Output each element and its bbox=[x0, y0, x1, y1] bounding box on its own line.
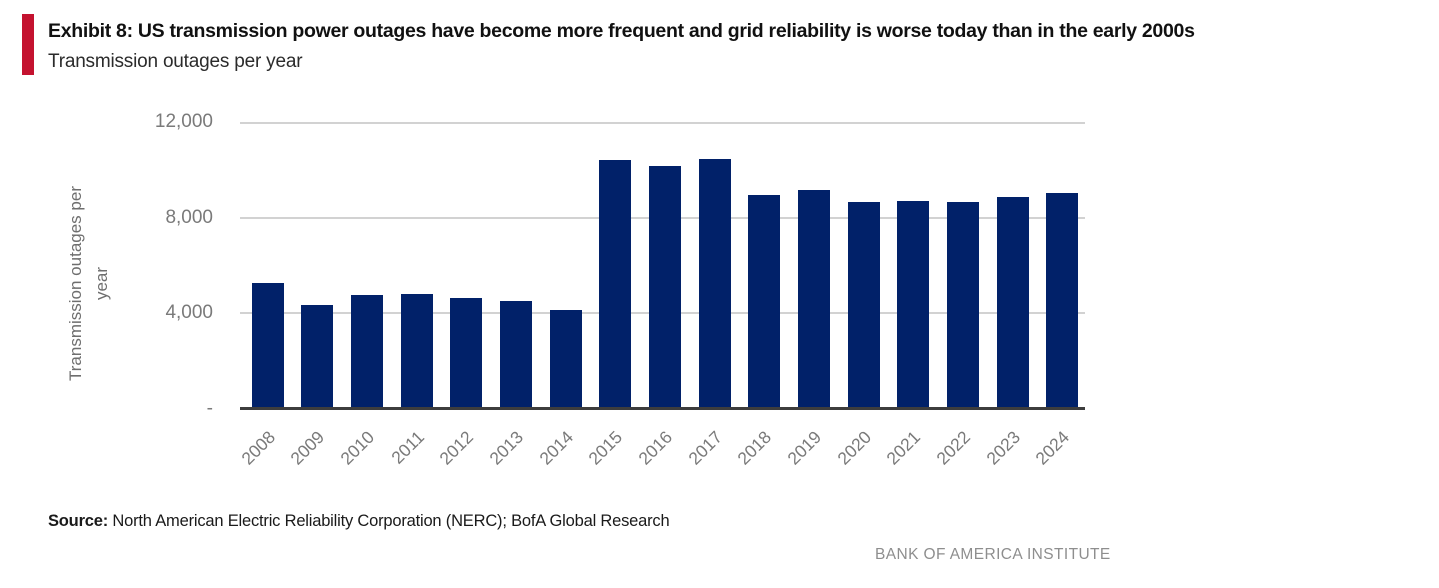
x-tick-label-2015: 2015 bbox=[584, 426, 627, 469]
x-tick-label-2021: 2021 bbox=[882, 426, 925, 469]
bar-2021 bbox=[897, 200, 930, 409]
source-text: North American Electric Reliability Corp… bbox=[108, 512, 670, 530]
x-axis-line bbox=[240, 407, 1085, 410]
x-tick-label-2019: 2019 bbox=[783, 426, 826, 469]
exhibit-accent-bar bbox=[22, 14, 34, 75]
y-tick-label-0: - bbox=[206, 398, 213, 419]
x-tick-label-2017: 2017 bbox=[684, 426, 726, 469]
x-tick-label-2011: 2011 bbox=[386, 426, 428, 468]
x-tick-label-2008: 2008 bbox=[237, 426, 279, 469]
x-tick-label-2020: 2020 bbox=[833, 426, 875, 469]
bar-2020 bbox=[847, 202, 880, 409]
brand-footer: BANK OF AMERICA INSTITUTE bbox=[875, 546, 1111, 563]
bar-2018 bbox=[748, 194, 781, 409]
y-tick-label-4000: 4,000 bbox=[165, 302, 213, 324]
bar-2016 bbox=[648, 166, 681, 409]
gridline-12000 bbox=[240, 122, 1085, 124]
bar-2015 bbox=[599, 160, 632, 409]
x-tick-label-2012: 2012 bbox=[435, 426, 478, 469]
bar-2014 bbox=[549, 309, 582, 409]
x-tick-label-2023: 2023 bbox=[981, 426, 1024, 469]
exhibit-subtitle: Transmission outages per year bbox=[48, 51, 303, 72]
bar-2019 bbox=[797, 190, 830, 409]
bar-2013 bbox=[500, 301, 532, 409]
x-tick-label-2014: 2014 bbox=[535, 426, 577, 469]
bar-2010 bbox=[351, 295, 384, 409]
x-tick-label-2009: 2009 bbox=[286, 426, 329, 469]
x-tick-label-2024: 2024 bbox=[1031, 426, 1074, 469]
bar-2023 bbox=[996, 197, 1029, 409]
bar-2008 bbox=[251, 283, 284, 409]
bar-2024 bbox=[1046, 192, 1079, 409]
x-tick-label-2013: 2013 bbox=[485, 426, 528, 469]
y-tick-label-12000: 12,000 bbox=[154, 111, 213, 132]
bar-2017 bbox=[698, 159, 731, 409]
exhibit-title: Exhibit 8: US transmission power outages… bbox=[48, 20, 1195, 42]
bar-2009 bbox=[301, 304, 334, 409]
bar-2012 bbox=[450, 297, 483, 409]
bar-2011 bbox=[400, 294, 433, 409]
source-label: Source: bbox=[48, 512, 109, 530]
y-tick-label-8000: 8,000 bbox=[165, 206, 213, 228]
x-tick-label-2016: 2016 bbox=[634, 426, 677, 469]
x-tick-label-2010: 2010 bbox=[336, 426, 379, 469]
source-line: Source: North American Electric Reliabil… bbox=[48, 512, 670, 531]
x-tick-label-2022: 2022 bbox=[932, 426, 975, 469]
bar-2022 bbox=[946, 202, 979, 409]
x-tick-label-2018: 2018 bbox=[733, 426, 776, 469]
plot-area bbox=[240, 122, 1085, 410]
